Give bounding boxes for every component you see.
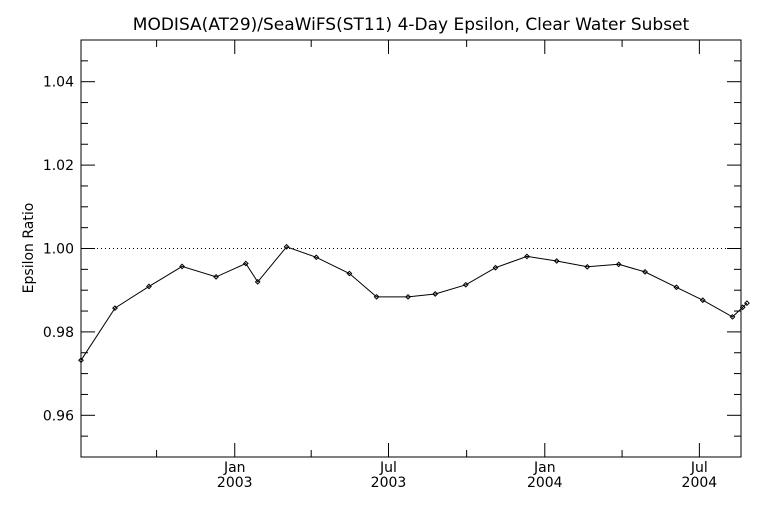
- y-tick-label: 0.98: [43, 325, 74, 341]
- data-point: [346, 270, 353, 277]
- data-point: [462, 281, 469, 288]
- data-point: [744, 300, 750, 307]
- y-tick-label: 1.00: [43, 242, 74, 258]
- x-tick-label-year: 2004: [527, 475, 563, 491]
- x-tick-label-month: Jul: [379, 460, 397, 476]
- data-point: [405, 293, 411, 300]
- chart-title: MODISA(AT29)/SeaWiFS(ST11) 4-Day Epsilon…: [133, 15, 690, 35]
- axes: 0.960.981.001.021.04Jan2003Jul2003Jan200…: [43, 39, 742, 491]
- x-tick-label-year: 2003: [371, 475, 407, 491]
- data-point: [615, 261, 622, 268]
- data-point: [112, 305, 118, 312]
- data-point: [642, 268, 648, 275]
- data-point: [432, 291, 439, 297]
- data-point: [492, 264, 499, 271]
- data-point: [553, 258, 560, 264]
- data-point: [313, 254, 320, 261]
- x-tick-label-month: Jan: [533, 460, 556, 476]
- x-tick-label-year: 2004: [682, 475, 718, 491]
- x-tick-label-month: Jul: [690, 460, 708, 476]
- plot-frame: [80, 39, 742, 458]
- data-point: [179, 263, 185, 270]
- y-tick-label: 1.02: [43, 158, 74, 174]
- data-point: [213, 273, 219, 280]
- data-point: [729, 313, 736, 320]
- series-line: [80, 246, 748, 361]
- data-point: [673, 284, 680, 291]
- y-tick-label: 1.04: [43, 75, 74, 91]
- y-axis-label: Epsilon Ratio: [21, 203, 37, 294]
- data-point: [524, 253, 530, 260]
- x-tick-label-year: 2003: [217, 475, 253, 491]
- y-tick-label: 0.96: [43, 408, 74, 424]
- data-point: [373, 293, 380, 300]
- series-group: [78, 243, 750, 364]
- x-tick-label-month: Jan: [223, 460, 246, 476]
- data-point: [242, 260, 249, 267]
- data-point: [146, 283, 152, 290]
- data-point: [254, 278, 261, 285]
- data-point: [739, 304, 746, 311]
- data-point: [78, 357, 84, 364]
- data-point: [283, 243, 290, 250]
- data-point: [584, 263, 591, 270]
- data-point: [699, 297, 706, 304]
